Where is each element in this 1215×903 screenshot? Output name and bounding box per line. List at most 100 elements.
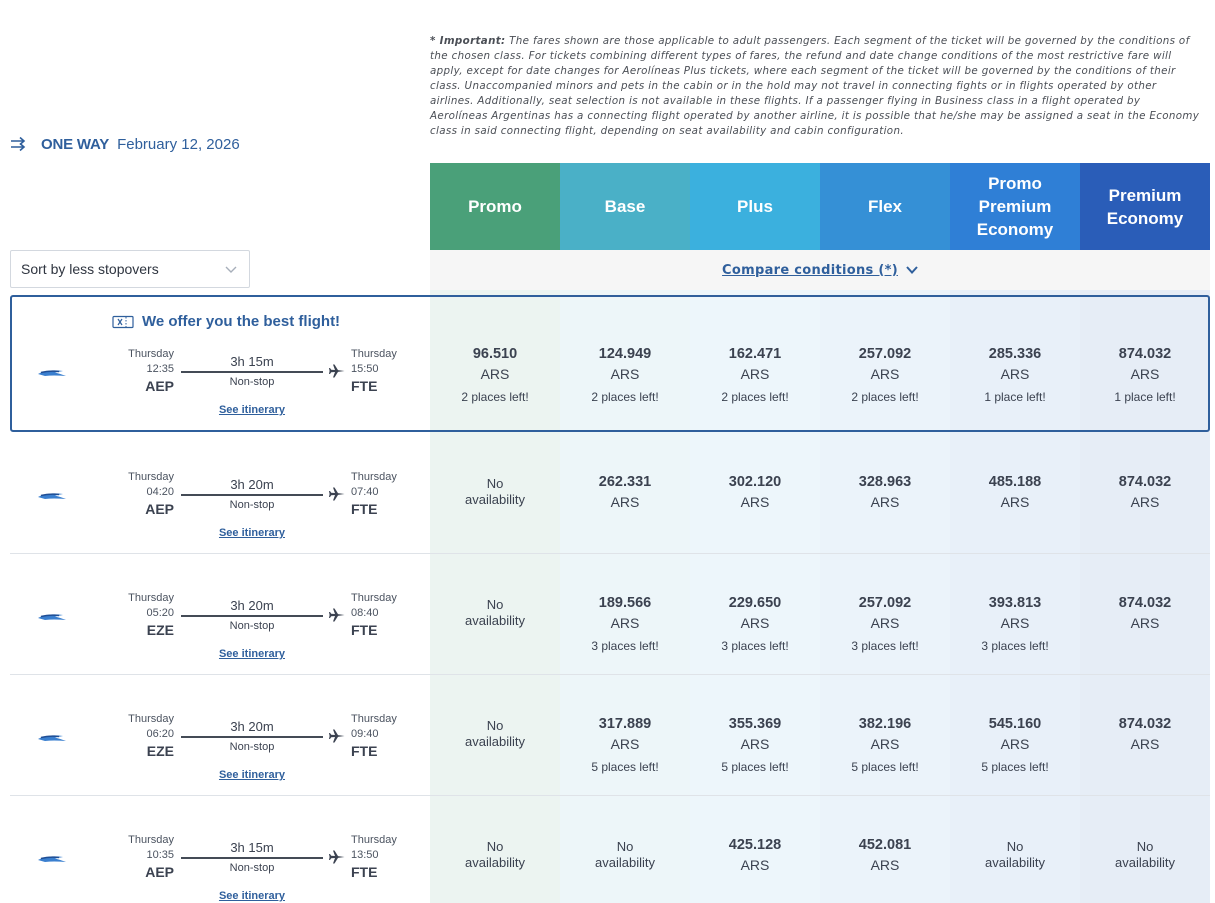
fare-cell[interactable]: 257.092 ARS 3 places left! [820,593,950,655]
departure-info: Thursday 12:35 AEP [104,347,174,395]
fare-cell[interactable]: 545.160 ARS 5 places left! [950,714,1080,776]
fare-currency: ARS [1130,494,1160,510]
flight-duration: 3h 15m [230,354,274,369]
fare-currency: ARS [1000,494,1030,510]
seats-left: 5 places left! [981,760,1049,774]
departure-airport: AEP [145,378,174,394]
fare-price: 229.650 [728,595,782,611]
see-itinerary-link[interactable]: See itinerary [218,648,286,660]
fare-price: 393.813 [988,595,1042,611]
fare-cell: No availability [950,839,1080,871]
see-itinerary-link[interactable]: See itinerary [218,527,286,539]
arrival-info: Thursday 08:40 FTE [351,591,421,639]
fare-cell[interactable]: 874.032 ARS 1 place left! [1080,344,1210,406]
fare-cell[interactable]: 485.188 ARS [950,472,1080,512]
arrival-time: 13:50 [351,849,379,861]
fare-cell[interactable]: 257.092 ARS 2 places left! [820,344,950,406]
fare-price: 189.566 [598,595,652,611]
fare-cell: No availability [430,476,560,508]
fare-cell[interactable]: 874.032 ARS [1080,714,1210,754]
arrival-info: Thursday 13:50 FTE [351,833,421,881]
fare-cell[interactable]: 317.889 ARS 5 places left! [560,714,690,776]
fare-currency: ARS [740,857,770,873]
fare-currency: ARS [610,366,640,382]
fare-cell[interactable]: 393.813 ARS 3 places left! [950,593,1080,655]
fare-cell[interactable]: 124.949 ARS 2 places left! [560,344,690,406]
fare-cell[interactable]: 382.196 ARS 5 places left! [820,714,950,776]
fare-cell[interactable]: 229.650 ARS 3 places left! [690,593,820,655]
see-itinerary-link[interactable]: See itinerary [218,404,286,416]
fare-column-tint [950,290,1080,903]
fare-cell[interactable]: 96.510 ARS 2 places left! [430,344,560,406]
fare-currency: ARS [610,615,640,631]
route-line [181,371,323,373]
fare-cell[interactable]: 874.032 ARS [1080,472,1210,512]
compare-conditions-link[interactable]: Compare conditions (*) [722,262,898,278]
best-flight-text: We offer you the best flight! [142,313,341,330]
fare-cell[interactable]: 355.369 ARS 5 places left! [690,714,820,776]
compare-conditions-bar: Compare conditions (*) [430,250,1210,290]
arrival-time: 07:40 [351,486,379,498]
plane-icon [329,486,345,502]
departure-airport: AEP [145,501,174,517]
see-itinerary-link[interactable]: See itinerary [218,890,286,902]
airline-logo-icon [37,851,67,865]
departure-day: Thursday [128,713,174,725]
fare-cell[interactable]: 452.081 ARS [820,835,950,875]
departure-day: Thursday [128,471,174,483]
fare-header-promo: Promo [430,163,560,250]
fare-currency: ARS [1000,615,1030,631]
fare-currency: ARS [1130,366,1160,382]
seats-left: 3 places left! [591,639,659,653]
fare-cell[interactable]: 189.566 ARS 3 places left! [560,593,690,655]
arrival-info: Thursday 07:40 FTE [351,470,421,518]
fare-price: 124.949 [598,346,652,362]
trip-summary: ONE WAY February 12, 2026 [10,134,240,154]
fare-price: 328.963 [858,474,912,490]
see-itinerary-link[interactable]: See itinerary [218,769,286,781]
fare-cell[interactable]: 302.120 ARS [690,472,820,512]
fare-cell[interactable]: 425.128 ARS [690,835,820,875]
fare-cell[interactable]: 874.032 ARS [1080,593,1210,633]
arrival-airport: FTE [351,501,378,517]
departure-day: Thursday [128,592,174,604]
fare-notice: * Important: The fares shown are those a… [430,34,1200,139]
seats-left: 2 places left! [721,390,789,404]
fare-header-plus: Plus [690,163,820,250]
arrival-day: Thursday [351,592,397,604]
sort-select[interactable]: Sort by less stopovers [10,250,250,288]
fare-price: 874.032 [1118,346,1172,362]
departure-info: Thursday 04:20 AEP [104,470,174,518]
fare-header-promo-premium-economy: Promo Premium Economy [950,163,1080,250]
trip-type: ONE WAY [41,135,110,153]
seats-left: 5 places left! [591,760,659,774]
no-availability: No availability [465,718,525,749]
arrival-info: Thursday 15:50 FTE [351,347,421,395]
fare-cell[interactable]: 285.336 ARS 1 place left! [950,344,1080,406]
fare-cell: No availability [1080,839,1210,871]
fare-column-tint [820,290,950,903]
fare-price: 285.336 [988,346,1042,362]
no-availability: No availability [1115,839,1175,870]
fare-currency: ARS [740,494,770,510]
fare-cell: No availability [430,597,560,629]
fare-price: 257.092 [858,346,912,362]
stops-info: Non-stop [229,741,275,753]
fare-price: 302.120 [728,474,782,490]
chevron-down-icon[interactable] [906,265,918,275]
departure-airport: EZE [146,743,174,759]
fare-price: 485.188 [988,474,1042,490]
seats-left: 5 places left! [851,760,919,774]
seats-left: 3 places left! [981,639,1049,653]
arrival-airport: FTE [351,743,378,759]
route-line [181,736,323,738]
fare-cell[interactable]: 262.331 ARS [560,472,690,512]
seats-left: 1 place left! [1114,390,1176,404]
fare-cell[interactable]: 162.471 ARS 2 places left! [690,344,820,406]
fare-currency: ARS [1130,736,1160,752]
fare-price: 874.032 [1118,595,1172,611]
fare-cell: No availability [430,718,560,750]
arrival-time: 15:50 [351,363,379,375]
best-flight-highlight [10,295,1210,432]
fare-cell[interactable]: 328.963 ARS [820,472,950,512]
